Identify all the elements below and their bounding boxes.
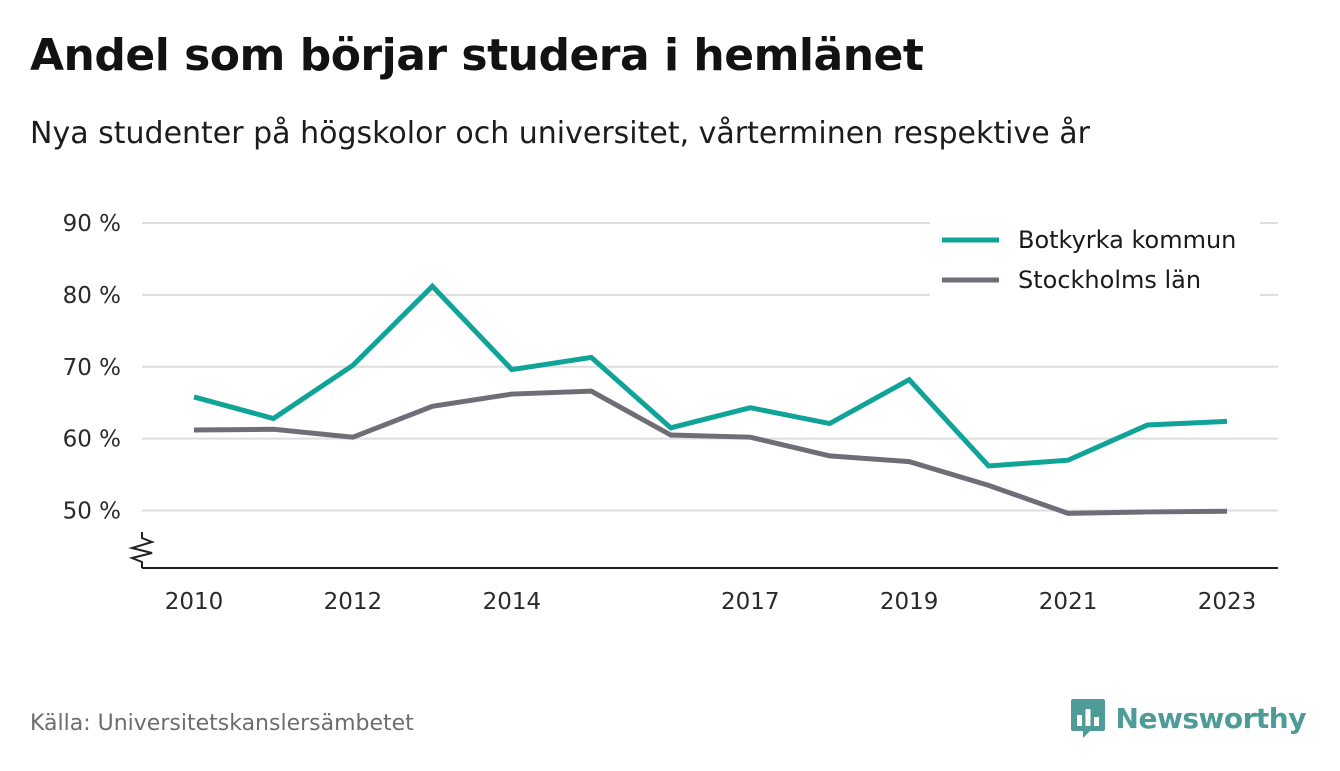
series-line-botkyrka: [193, 282, 1228, 469]
y-tick-label: 80 %: [63, 283, 121, 309]
newsworthy-logo: Newsworthy: [1070, 697, 1307, 739]
x-tick-label: 2014: [483, 589, 542, 615]
axes: [128, 532, 1278, 569]
brand-name: Newsworthy: [1115, 701, 1307, 735]
x-tick-label: 2021: [1039, 589, 1098, 615]
x-tick-label: 2023: [1198, 589, 1257, 615]
x-tick-label: 2019: [880, 589, 939, 615]
y-axis-break-line: [128, 532, 156, 568]
y-tick-label: 60 %: [63, 427, 121, 453]
x-tick-label: 2010: [165, 589, 224, 615]
y-tick-label: 50 %: [63, 499, 121, 525]
legend: Botkyrka kommun Stockholms län: [930, 214, 1260, 298]
legend-label-stockholm: Stockholms län: [1018, 266, 1201, 294]
series-lines: [193, 282, 1228, 516]
x-tick-label: 2017: [721, 589, 780, 615]
bar-chart-speech-icon: [1070, 699, 1105, 738]
y-tick-label: 70 %: [63, 355, 121, 381]
chart-subtitle: Nya studenter på högskolor och universit…: [30, 116, 1090, 151]
x-tick-labels: 2010 2012 2014 2017 2019 2021 2023: [165, 589, 1257, 615]
y-tick-labels: 50 % 60 % 70 % 80 % 90 %: [63, 211, 121, 525]
x-tick-label: 2012: [324, 589, 383, 615]
y-tick-label: 90 %: [63, 211, 121, 237]
series-line-stockholm: [193, 388, 1228, 516]
legend-label-botkyrka: Botkyrka kommun: [1018, 226, 1236, 254]
chart-title: Andel som börjar studera i hemlänet: [30, 30, 924, 81]
source-note: Källa: Universitetskanslersämbetet: [30, 711, 414, 736]
legend-background: [930, 214, 1260, 298]
